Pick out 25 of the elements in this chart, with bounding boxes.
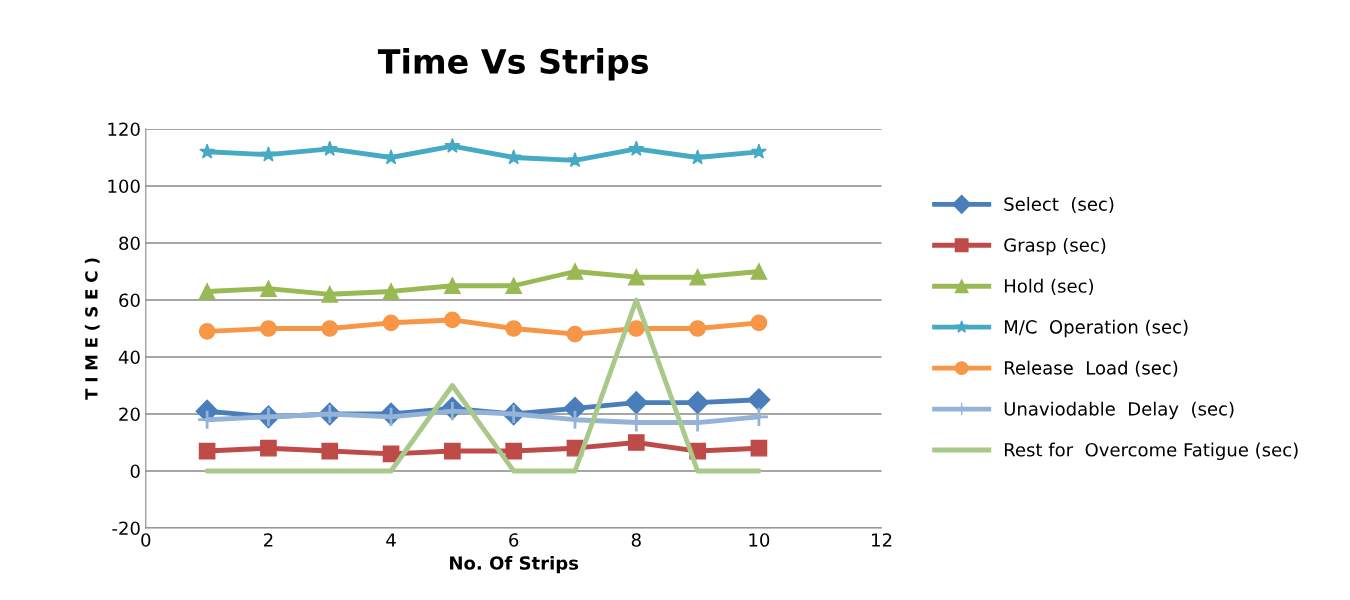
y-tick-label: 120: [108, 122, 140, 137]
chart-title: Time Vs Strips: [377, 48, 649, 81]
x-tick-label: 4: [386, 533, 396, 547]
x-tick-label: 12: [872, 533, 892, 547]
x-tick-label: 6: [509, 533, 519, 547]
legend-label: M/C Operation (sec): [1004, 319, 1188, 338]
legend-label: Unaviodable Delay (sec): [1004, 401, 1234, 420]
x-axis-title: No. Of Strips: [450, 555, 579, 574]
y-tick-label: 100: [108, 179, 140, 194]
y-tick-label: 40: [118, 350, 140, 365]
legend-label: Rest for Overcome Fatigue (sec): [1004, 442, 1298, 461]
y-tick-label: 20: [119, 407, 140, 422]
y-tick-label: -20: [112, 521, 140, 536]
y-tick-label: 80: [119, 236, 140, 251]
y-tick-label: 0: [130, 464, 140, 479]
legend-label: Select (sec): [1004, 196, 1114, 214]
x-tick-label: 2: [264, 533, 273, 547]
legend-label: Grasp (sec): [1004, 237, 1106, 256]
x-tick-label: 0: [141, 533, 151, 547]
x-tick-label: 8: [631, 533, 641, 547]
x-tick-label: 10: [749, 533, 770, 547]
legend-label: Hold (sec): [1004, 278, 1094, 295]
y-tick-label: 60: [119, 293, 140, 308]
legend-label: Release Load (sec): [1004, 360, 1178, 377]
y-axis-title: T I M E ( S E C ): [84, 258, 100, 400]
